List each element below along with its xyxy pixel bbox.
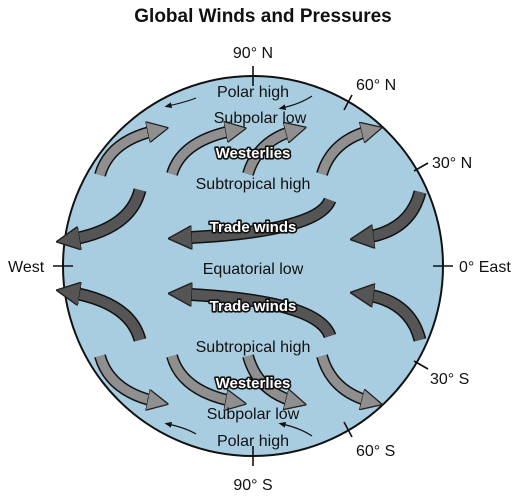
westerly-arrow — [243, 354, 296, 402]
label-east: 0° East — [459, 259, 511, 276]
zone-trade-winds-south: Trade winds — [210, 298, 297, 315]
westerly-arrow — [167, 130, 236, 176]
polar-easterly-arrow — [278, 421, 313, 437]
polar-easterly-arrow — [164, 97, 197, 109]
westerly-arrow — [95, 130, 158, 177]
zone-polar-high-south: Polar high — [217, 433, 289, 450]
polar-easterly-arrow — [278, 95, 313, 111]
zone-subtropical-high-south: Subtropical high — [196, 339, 311, 356]
zone-subpolar-low-south: Subpolar low — [207, 406, 300, 423]
trade-wind-arrow — [180, 294, 335, 339]
label-west: West — [8, 259, 45, 276]
westerly-arrow — [317, 354, 372, 402]
latitude-ticks — [53, 66, 453, 466]
trade-wind-arrow — [180, 197, 335, 238]
zone-westerlies-south: Westerlies — [216, 375, 291, 392]
zone-equatorial-low: Equatorial low — [203, 261, 304, 278]
polar-arrows — [164, 95, 313, 437]
diagram-title: Global Winds and Pressures — [134, 6, 392, 27]
trade-wind-arrow — [362, 294, 425, 342]
label-60n: 60° N — [356, 77, 396, 94]
trade-wind-arrow — [68, 292, 145, 342]
westerly-arrow — [95, 354, 158, 402]
zone-polar-high-north: Polar high — [217, 84, 289, 101]
zone-subtropical-high-north: Subtropical high — [196, 176, 311, 193]
zone-subpolar-low-north: Subpolar low — [214, 110, 307, 127]
wind-arrows — [68, 130, 427, 402]
westerly-arrow — [317, 130, 372, 176]
polar-easterly-arrow — [164, 421, 197, 435]
zone-trade-winds-north: Trade winds — [210, 219, 297, 236]
label-90s: 90° S — [233, 477, 272, 494]
label-30n: 30° N — [432, 155, 472, 172]
trade-wind-arrow — [362, 190, 425, 238]
label-30s: 30° S — [430, 371, 469, 388]
trade-wind-arrow — [68, 188, 145, 240]
zone-westerlies-north: Westerlies — [216, 145, 291, 162]
label-90n: 90° N — [233, 45, 273, 62]
label-60s: 60° S — [356, 443, 395, 460]
westerly-arrow — [167, 354, 236, 402]
westerly-arrow — [243, 130, 296, 176]
